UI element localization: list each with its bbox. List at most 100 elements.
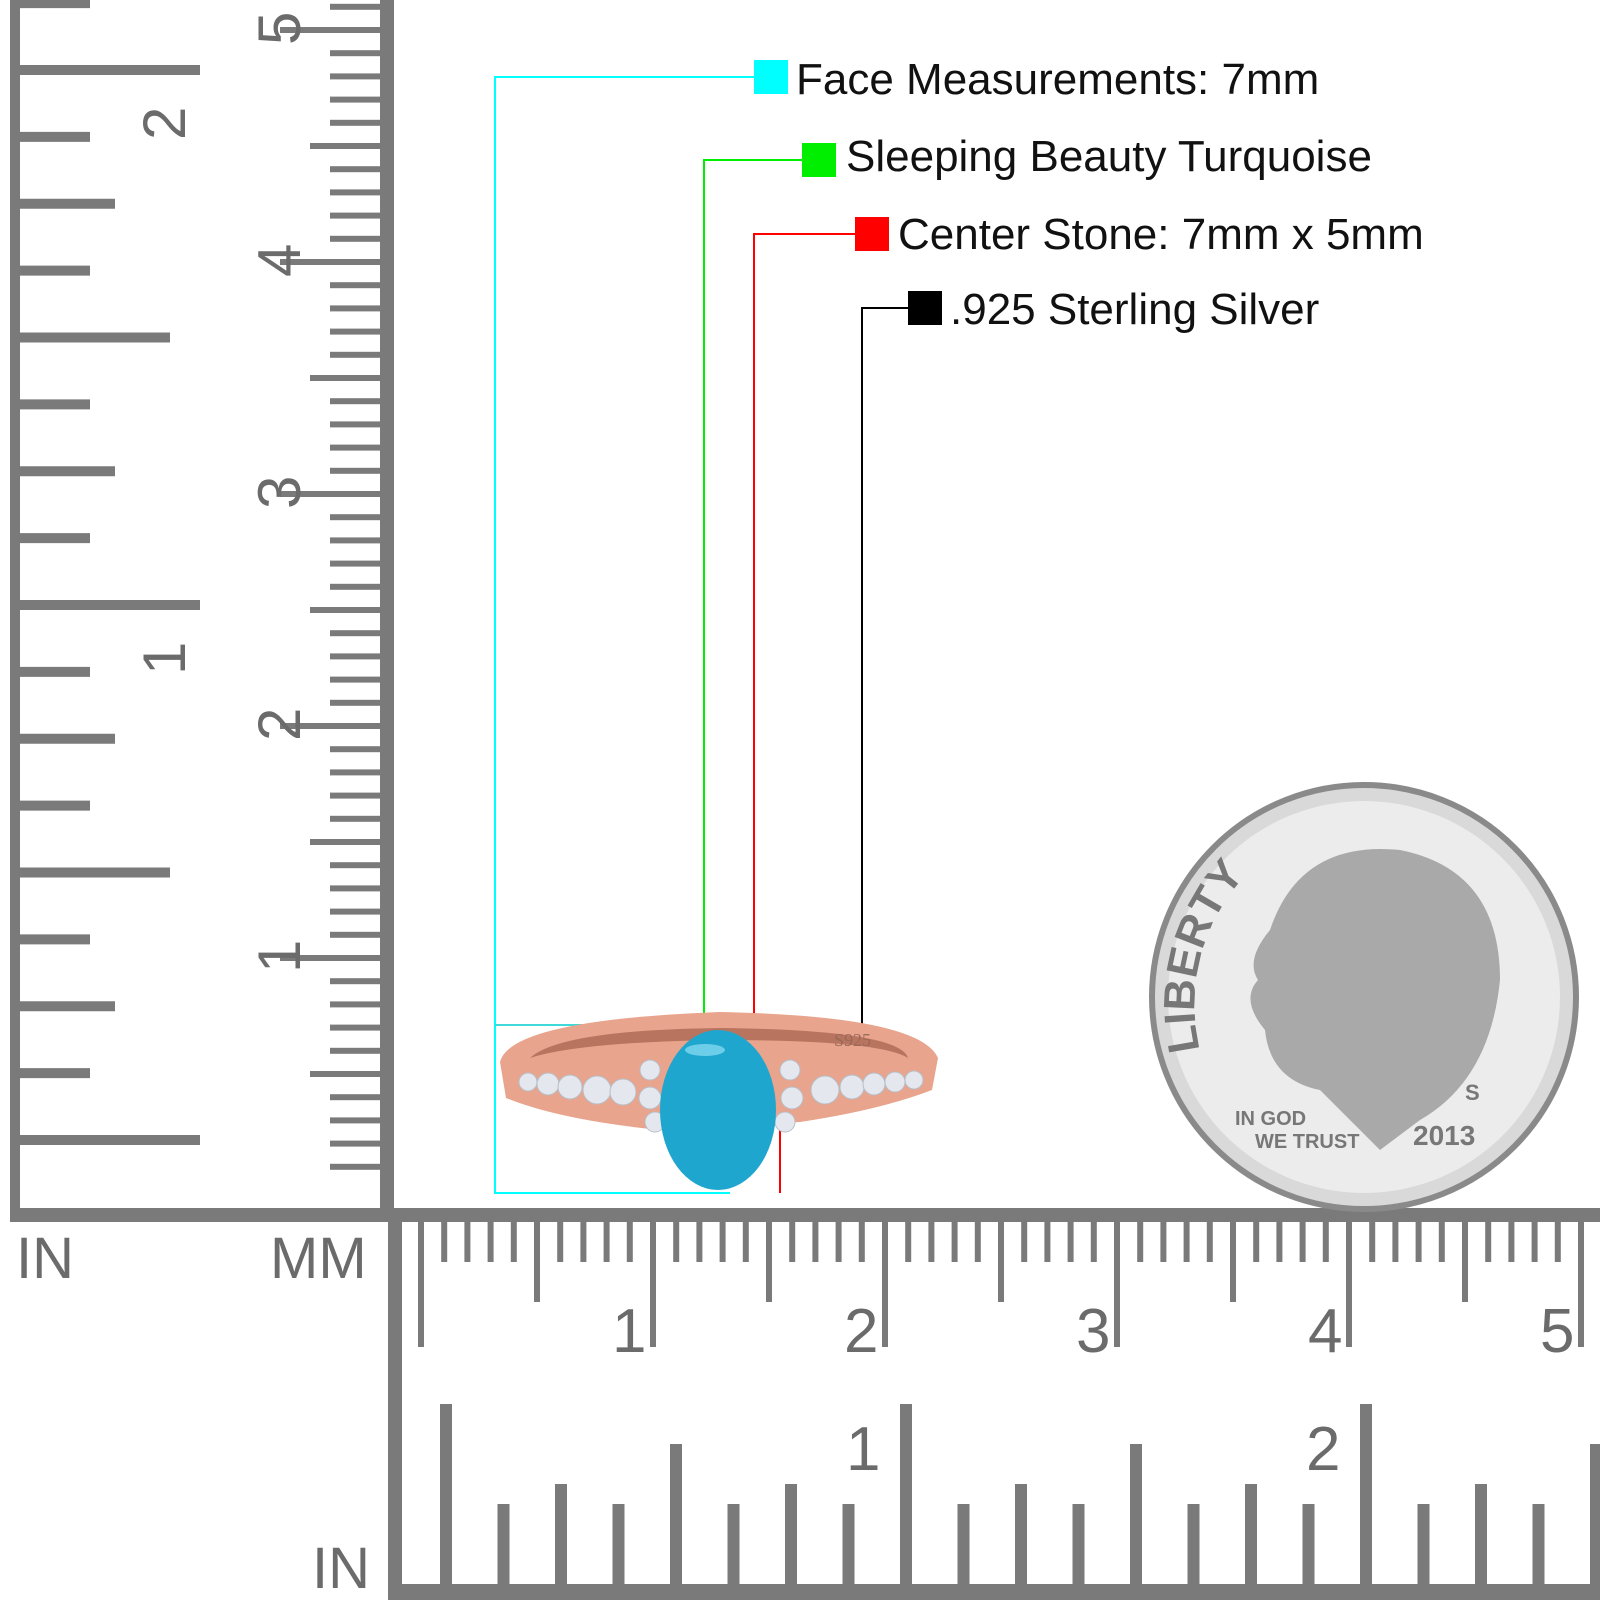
- mm-tick: [310, 143, 380, 149]
- side-diamond: [638, 1086, 662, 1110]
- ruler-edge: [10, 0, 20, 1222]
- mm-tick: [330, 282, 380, 289]
- mint-mark: S: [1465, 1080, 1480, 1105]
- turquoise-line: [703, 159, 802, 1072]
- mm-tick: [330, 583, 380, 590]
- mm-tick: [280, 27, 380, 33]
- mm-tick: [330, 699, 380, 706]
- ruler-edge: [380, 0, 394, 1222]
- mm-tick: [330, 560, 380, 567]
- mm-tick: [510, 1222, 517, 1262]
- mm-tick: [696, 1222, 703, 1262]
- inch-tick: [20, 934, 90, 945]
- ruler-edge: [388, 1208, 402, 1600]
- inch-tick: [1417, 1504, 1430, 1584]
- mm-label: 5: [246, 12, 313, 45]
- inch-tick: [1360, 1404, 1372, 1584]
- mm-tick: [330, 119, 380, 126]
- inch-tick: [1245, 1484, 1257, 1584]
- stone-type-label: Sleeping Beauty Turquoise: [846, 132, 1372, 181]
- mm-tick: [1415, 1222, 1422, 1262]
- mm-tick: [650, 1222, 656, 1347]
- mm-tick: [742, 1222, 749, 1262]
- green-swatch: [802, 143, 836, 177]
- inch-tick: [670, 1444, 682, 1584]
- mm-tick: [858, 1222, 865, 1262]
- mm-tick: [280, 259, 380, 265]
- mm-tick: [330, 212, 380, 219]
- mm-label: 1: [246, 940, 313, 973]
- mm-tick: [330, 1047, 380, 1054]
- unit-label-mm: MM: [270, 1226, 367, 1291]
- mm-tick: [1322, 1222, 1329, 1262]
- side-diamond: [518, 1072, 538, 1092]
- mm-tick: [1230, 1222, 1236, 1302]
- inch-tick: [1302, 1504, 1315, 1584]
- mm-tick: [1276, 1222, 1283, 1262]
- inch-tick: [555, 1484, 567, 1584]
- mm-tick: [974, 1222, 981, 1262]
- mm-tick: [330, 908, 380, 915]
- mm-tick: [330, 1094, 380, 1101]
- mm-tick: [1346, 1222, 1352, 1347]
- mm-tick: [534, 1222, 540, 1302]
- inch-tick: [1475, 1484, 1487, 1584]
- mm-tick: [330, 398, 380, 405]
- side-diamond: [839, 1074, 865, 1100]
- mm-tick: [464, 1222, 471, 1262]
- mm-tick: [418, 1222, 424, 1347]
- mm-tick: [330, 792, 380, 799]
- mm-tick: [626, 1222, 633, 1262]
- mm-tick: [1531, 1222, 1538, 1262]
- inch-tick: [20, 399, 90, 410]
- mm-tick: [330, 189, 380, 196]
- mm-tick: [766, 1222, 772, 1302]
- mm-tick: [330, 978, 380, 985]
- mm-tick: [882, 1222, 888, 1347]
- inch-tick: [1532, 1504, 1545, 1584]
- ruler-edge: [388, 1584, 1600, 1600]
- inch-tick: [20, 131, 90, 142]
- mm-tick: [1485, 1222, 1492, 1262]
- silver-line: [861, 307, 908, 1030]
- mm-tick: [330, 653, 380, 660]
- inch-tick: [727, 1504, 740, 1584]
- side-diamond: [780, 1086, 804, 1110]
- mm-tick: [280, 491, 380, 497]
- cyan-swatch: [754, 60, 788, 94]
- inch-tick: [20, 265, 90, 276]
- mm-tick: [1299, 1222, 1306, 1262]
- side-diamond: [884, 1071, 906, 1093]
- inch-tick: [20, 533, 90, 544]
- side-diamond: [904, 1070, 924, 1090]
- mm-tick: [928, 1222, 935, 1262]
- mm-tick: [330, 421, 380, 428]
- mm-tick: [330, 537, 380, 544]
- mm-tick: [310, 607, 380, 613]
- mm-tick: [310, 1071, 380, 1077]
- mm-label: 4: [1308, 1297, 1342, 1366]
- mm-tick: [330, 96, 380, 103]
- mm-label: 2: [844, 1297, 878, 1366]
- mm-tick: [330, 1001, 380, 1008]
- mm-tick: [330, 769, 380, 776]
- inch-tick: [20, 1068, 90, 1079]
- inch-tick: [20, 65, 200, 75]
- mm-tick: [330, 1163, 380, 1170]
- mm-tick: [1369, 1222, 1376, 1262]
- mm-tick: [1578, 1222, 1584, 1347]
- inch-tick: [1187, 1504, 1200, 1584]
- ruler-edge: [392, 1208, 1600, 1222]
- mm-tick: [310, 839, 380, 845]
- inch-tick: [20, 0, 90, 9]
- mm-tick: [330, 746, 380, 753]
- mm-tick: [1044, 1222, 1051, 1262]
- side-diamond: [639, 1059, 661, 1081]
- mm-tick: [330, 235, 380, 242]
- mm-label: 5: [1540, 1297, 1574, 1366]
- portrait: [1250, 849, 1500, 1150]
- mm-tick: [330, 351, 380, 358]
- side-diamond: [582, 1075, 612, 1105]
- coin-year: 2013: [1413, 1120, 1475, 1151]
